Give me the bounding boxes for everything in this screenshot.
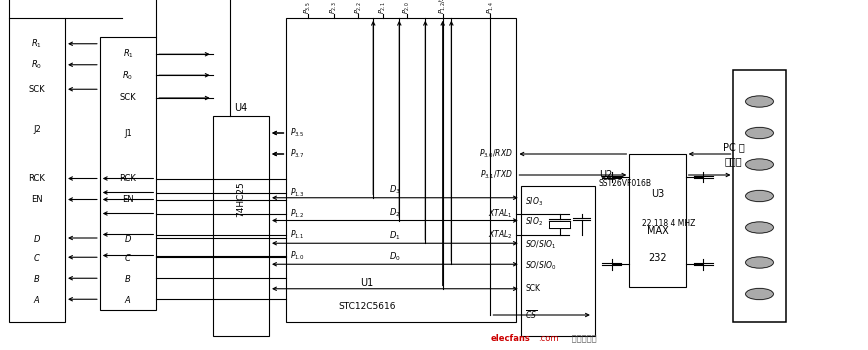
Text: EN: EN xyxy=(31,195,43,204)
Text: $A$: $A$ xyxy=(33,294,41,305)
Text: $SO/SIO_0$: $SO/SIO_0$ xyxy=(525,260,556,272)
Text: U4: U4 xyxy=(234,104,247,113)
Text: $P_{1.2}/SCK$: $P_{1.2}/SCK$ xyxy=(437,0,448,14)
Circle shape xyxy=(746,257,773,268)
Text: $SO/SIO_1$: $SO/SIO_1$ xyxy=(525,239,556,251)
Text: $P_{1.2}$: $P_{1.2}$ xyxy=(290,207,304,220)
Text: $P_{2.3}$: $P_{2.3}$ xyxy=(329,1,339,14)
Text: SCK: SCK xyxy=(29,85,45,94)
Text: J1: J1 xyxy=(124,128,132,138)
Circle shape xyxy=(746,159,773,170)
Text: $R_0$: $R_0$ xyxy=(31,58,43,71)
Circle shape xyxy=(746,96,773,107)
Text: SCK: SCK xyxy=(525,284,540,293)
Text: $A$: $A$ xyxy=(124,294,132,305)
Text: $P_{2.1}$: $P_{2.1}$ xyxy=(378,1,388,14)
Text: SCK: SCK xyxy=(120,93,136,103)
Text: $B$: $B$ xyxy=(124,273,132,284)
Text: SST26VF016B: SST26VF016B xyxy=(599,179,652,188)
Text: EN: EN xyxy=(122,195,134,204)
Text: $D$: $D$ xyxy=(124,232,132,244)
Circle shape xyxy=(746,127,773,139)
Text: .com: .com xyxy=(538,334,559,343)
Text: $XTAL_1$: $XTAL_1$ xyxy=(489,207,513,220)
Text: 电子发烧友: 电子发烧友 xyxy=(569,334,596,343)
Bar xyxy=(549,220,570,228)
Text: $P_{3.1}/TXD$: $P_{3.1}/TXD$ xyxy=(480,169,513,181)
Text: U2: U2 xyxy=(599,170,612,180)
Text: $P_{1.3}$: $P_{1.3}$ xyxy=(290,186,305,199)
Text: $R_0$: $R_0$ xyxy=(122,69,134,82)
Bar xyxy=(100,37,156,310)
Text: $P_{3.5}$: $P_{3.5}$ xyxy=(290,127,305,139)
Circle shape xyxy=(746,288,773,300)
Text: $D_3$: $D_3$ xyxy=(389,184,401,196)
Text: $SIO_2$: $SIO_2$ xyxy=(525,216,543,229)
Text: RCK: RCK xyxy=(120,174,136,183)
Text: 22.118 4 MHZ: 22.118 4 MHZ xyxy=(642,219,695,229)
Bar xyxy=(213,116,269,336)
Text: J2: J2 xyxy=(33,125,41,134)
Text: elecfans: elecfans xyxy=(490,334,530,343)
Text: $P_{1.4}$: $P_{1.4}$ xyxy=(485,1,496,14)
Text: 74HC25: 74HC25 xyxy=(236,181,246,217)
Text: $D$: $D$ xyxy=(33,232,41,244)
Text: $R_1$: $R_1$ xyxy=(31,37,43,50)
Bar xyxy=(9,18,65,322)
Text: $P_{3.7}$: $P_{3.7}$ xyxy=(290,148,304,160)
Text: $B$: $B$ xyxy=(33,273,41,284)
Text: $C$: $C$ xyxy=(124,252,132,263)
Text: $P_{1.0}$: $P_{1.0}$ xyxy=(290,249,305,262)
Text: 串行口: 串行口 xyxy=(725,156,742,166)
Text: U3: U3 xyxy=(651,189,664,199)
Text: $D_2$: $D_2$ xyxy=(389,206,401,219)
Text: $P_{2.2}$: $P_{2.2}$ xyxy=(353,1,364,14)
Circle shape xyxy=(746,222,773,233)
Text: MAX: MAX xyxy=(647,226,668,236)
Text: $C$: $C$ xyxy=(33,252,41,263)
Bar xyxy=(629,154,686,287)
Text: STC12C5616: STC12C5616 xyxy=(339,302,396,311)
Bar xyxy=(286,18,516,322)
Bar xyxy=(733,70,786,322)
Text: 232: 232 xyxy=(648,253,667,263)
Text: $P_{2.0}$: $P_{2.0}$ xyxy=(402,1,412,14)
Text: RCK: RCK xyxy=(29,174,45,183)
Text: $P_{3.5}$: $P_{3.5}$ xyxy=(303,1,313,14)
Text: $SIO_3$: $SIO_3$ xyxy=(525,195,543,208)
Circle shape xyxy=(746,190,773,202)
Text: $P_{3.0}/RXD$: $P_{3.0}/RXD$ xyxy=(479,148,513,160)
Text: U1: U1 xyxy=(360,279,373,288)
Text: $XTAL_2$: $XTAL_2$ xyxy=(489,228,513,241)
Text: $R_1$: $R_1$ xyxy=(122,48,134,61)
Text: PC 机: PC 机 xyxy=(722,142,745,152)
Text: $D_1$: $D_1$ xyxy=(389,229,401,242)
Bar xyxy=(521,186,595,336)
Text: $P_{1.1}$: $P_{1.1}$ xyxy=(290,228,305,241)
Text: $D_0$: $D_0$ xyxy=(389,250,401,263)
Text: $\overline{CS}$: $\overline{CS}$ xyxy=(525,309,537,321)
